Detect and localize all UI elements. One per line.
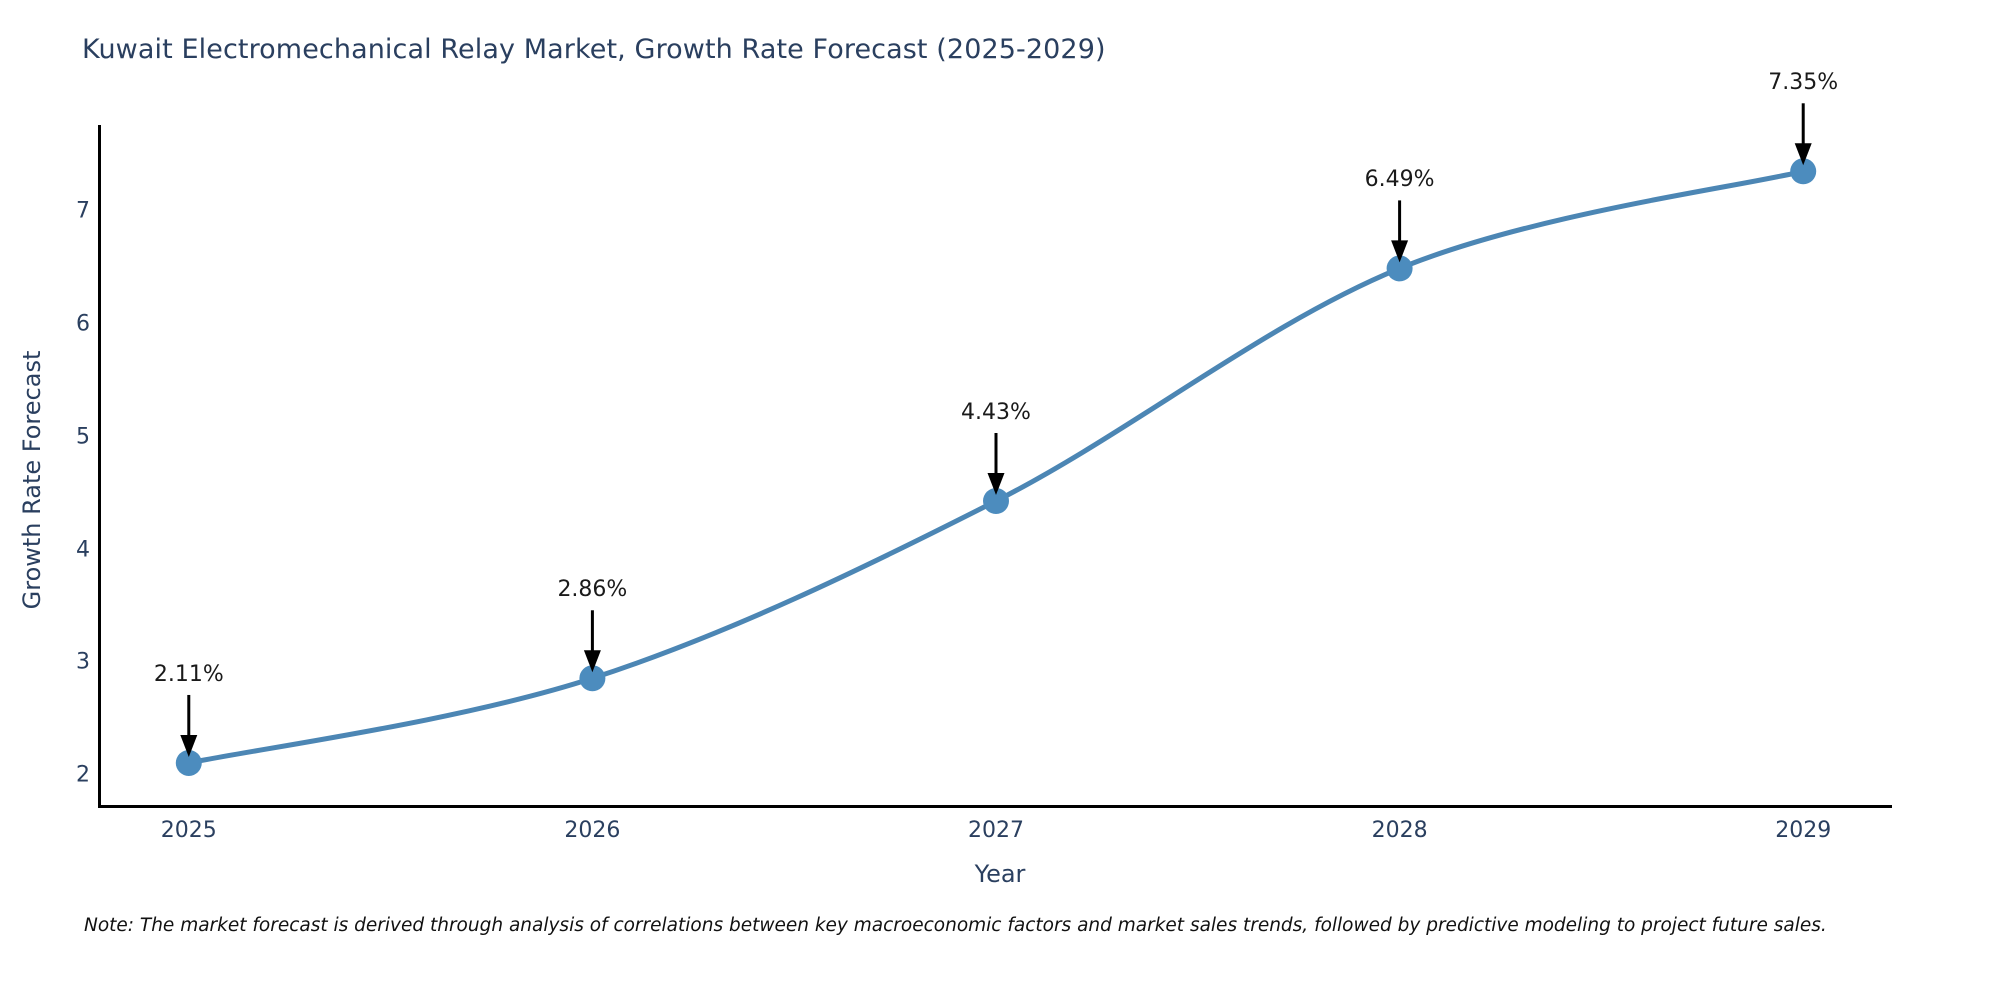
data-point-marker[interactable] xyxy=(1790,158,1817,185)
point-value-label: 2.11% xyxy=(153,661,224,687)
data-point-marker[interactable] xyxy=(175,749,202,776)
series-line-and-markers xyxy=(175,103,1817,776)
annotation-arrow-head xyxy=(180,734,198,757)
y-tick-label: 6 xyxy=(76,311,90,337)
data-point-markers xyxy=(175,158,1817,776)
y-axis-spine xyxy=(98,125,101,807)
point-value-label: 6.49% xyxy=(1364,167,1435,193)
x-axis-spine xyxy=(98,805,1892,808)
annotation-arrows xyxy=(180,103,1812,757)
y-axis-title: Growth Rate Forecast xyxy=(18,350,46,610)
x-tick-label: 2029 xyxy=(1775,818,1832,843)
chart-footnote: Note: The market forecast is derived thr… xyxy=(84,915,1827,936)
annotation-arrow-head xyxy=(1794,143,1812,166)
y-tick-label: 4 xyxy=(76,537,90,563)
chart-title: Kuwait Electromechanical Relay Market, G… xyxy=(82,34,1106,65)
y-tick-label: 2 xyxy=(76,762,90,788)
plot-area xyxy=(100,103,1892,807)
annotation-arrow-head xyxy=(583,650,601,673)
point-value-label: 2.86% xyxy=(557,577,628,603)
data-point-marker[interactable] xyxy=(983,488,1009,514)
annotation-arrow-head xyxy=(987,473,1005,495)
x-tick-label: 2025 xyxy=(160,818,217,843)
x-axis-title: Year xyxy=(974,860,1026,888)
y-axis-tick-labels: 2 3 4 5 6 7 xyxy=(20,0,90,1000)
y-tick-label: 7 xyxy=(76,198,90,224)
y-tick-label: 3 xyxy=(76,649,90,675)
annotation-arrow-head xyxy=(1391,240,1409,263)
x-tick-label: 2026 xyxy=(564,818,621,843)
y-tick-label: 5 xyxy=(76,424,90,450)
data-point-marker[interactable] xyxy=(579,665,606,692)
data-point-marker[interactable] xyxy=(1386,255,1413,282)
x-tick-label: 2028 xyxy=(1371,818,1428,843)
x-tick-label: 2027 xyxy=(968,818,1024,843)
point-value-label: 4.43% xyxy=(961,400,1031,425)
point-value-label: 7.35% xyxy=(1768,70,1839,96)
